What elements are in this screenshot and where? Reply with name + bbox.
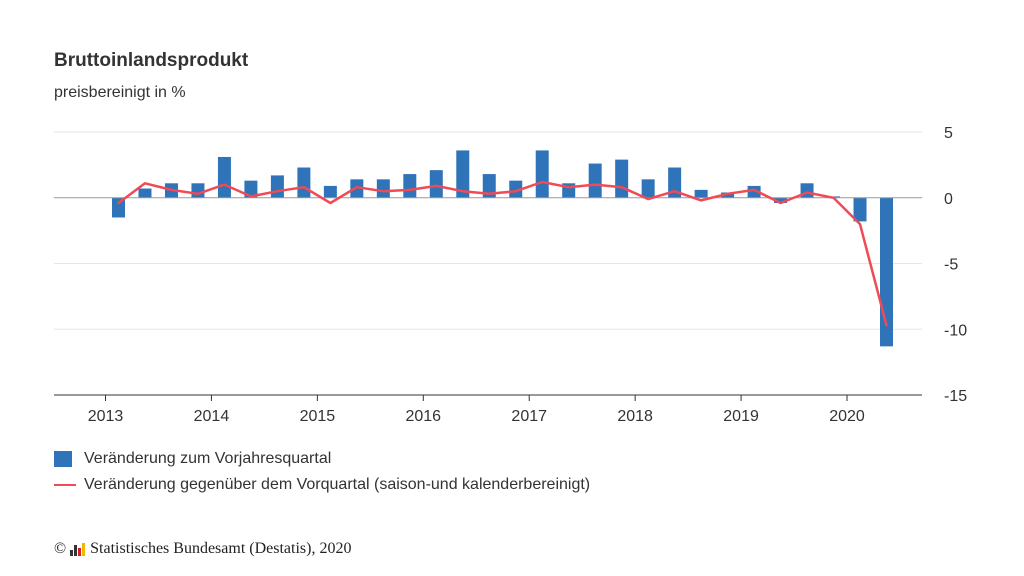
bar bbox=[853, 197, 867, 222]
legend-item-line[interactable]: Veränderung gegenüber dem Vorquartal (sa… bbox=[54, 472, 590, 498]
bar bbox=[482, 174, 496, 198]
source-text: Statistisches Bundesamt (Destatis), 2020 bbox=[90, 540, 352, 557]
bar bbox=[456, 150, 470, 198]
x-tick-label: 2019 bbox=[723, 408, 759, 425]
bar bbox=[429, 170, 443, 198]
bar bbox=[270, 175, 284, 198]
bar bbox=[403, 174, 417, 198]
bar bbox=[694, 189, 708, 198]
bar bbox=[138, 188, 152, 198]
x-tick-label: 2018 bbox=[617, 408, 653, 425]
bar bbox=[747, 185, 761, 198]
x-tick-label: 2017 bbox=[511, 408, 547, 425]
x-tick-label: 2013 bbox=[88, 408, 124, 425]
y-tick-label: 5 bbox=[944, 125, 953, 142]
bar bbox=[244, 180, 258, 198]
copyright-symbol: © bbox=[54, 540, 67, 557]
chart-title: Bruttoinlandsprodukt bbox=[54, 50, 249, 71]
chart-subtitle: preisbereinigt in % bbox=[54, 84, 186, 101]
legend-item-bars[interactable]: Veränderung zum Vorjahresquartal bbox=[54, 446, 590, 472]
bar bbox=[774, 197, 788, 204]
destatis-logo-icon bbox=[70, 542, 86, 556]
bar bbox=[615, 159, 629, 198]
bar bbox=[509, 180, 523, 198]
y-tick-label: -5 bbox=[944, 257, 958, 274]
bar bbox=[721, 192, 735, 198]
x-tick-label: 2015 bbox=[300, 408, 336, 425]
bar bbox=[668, 167, 682, 198]
bar bbox=[191, 183, 205, 198]
legend-label-line: Veränderung gegenüber dem Vorquartal (sa… bbox=[84, 476, 591, 493]
y-tick-label: -10 bbox=[944, 322, 967, 339]
source-footer: © Statistisches Bundesamt (Destatis), 20… bbox=[54, 540, 351, 558]
x-tick-label: 2014 bbox=[194, 408, 230, 425]
bar bbox=[535, 150, 549, 198]
series-line bbox=[117, 180, 888, 327]
bar bbox=[376, 179, 390, 198]
chart-legend: Veränderung zum Vorjahresquartal Verände… bbox=[54, 446, 590, 498]
legend-label-bars: Veränderung zum Vorjahresquartal bbox=[84, 450, 332, 467]
x-tick-label: 2020 bbox=[829, 408, 865, 425]
line-swatch-icon bbox=[54, 484, 76, 486]
bar-swatch-icon bbox=[54, 451, 72, 467]
bar bbox=[641, 179, 655, 198]
x-tick-label: 2016 bbox=[405, 408, 441, 425]
bar bbox=[588, 163, 602, 198]
y-tick-label: -15 bbox=[944, 388, 967, 405]
bar bbox=[323, 185, 337, 198]
bar bbox=[112, 197, 125, 218]
bar bbox=[217, 156, 231, 198]
bar bbox=[297, 167, 311, 198]
y-tick-label: 0 bbox=[944, 191, 953, 208]
